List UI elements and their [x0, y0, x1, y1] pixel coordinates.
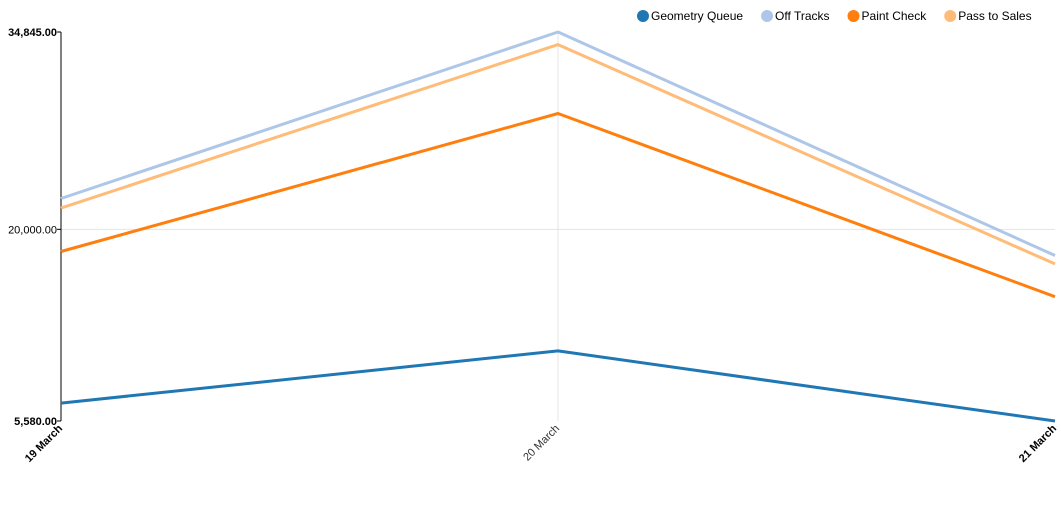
- series-layer: [60, 30, 1056, 423]
- legend-swatch-icon: [637, 10, 649, 22]
- legend-label: Pass to Sales: [958, 9, 1031, 23]
- legend-item-geometry-queue[interactable]: Geometry Queue: [637, 9, 743, 23]
- y-tick-label: 5,580.00: [14, 416, 57, 428]
- legend-swatch-icon: [944, 10, 957, 22]
- x-tick-label: 20 March: [521, 423, 562, 464]
- legend-label: Paint Check: [862, 9, 928, 23]
- grid-layer: [61, 32, 1055, 421]
- legend-item-paint-check[interactable]: Paint Check: [847, 9, 928, 23]
- series-line-paint-check[interactable]: [60, 112, 1056, 299]
- legend-swatch-icon: [847, 10, 860, 22]
- series-line-off-tracks[interactable]: [60, 30, 1056, 257]
- series-line-pass-to-sales[interactable]: [60, 43, 1056, 266]
- y-tick-label: 20,000.00: [8, 224, 57, 236]
- legend-label: Off Tracks: [775, 9, 829, 23]
- legend-item-pass-to-sales[interactable]: Pass to Sales: [944, 9, 1032, 23]
- series-line-geometry-queue[interactable]: [60, 349, 1056, 423]
- y-tick-label: 34,845.00: [8, 27, 57, 39]
- legend-swatch-icon: [761, 10, 774, 22]
- legend[interactable]: Geometry Queue Off Tracks Paint Check Pass …: [637, 9, 1032, 23]
- legend-label: Geometry Queue: [651, 9, 743, 23]
- x-tick-label: 19 March: [23, 422, 65, 464]
- x-tick-label: 21 March: [1017, 422, 1059, 464]
- legend-item-off-tracks[interactable]: Off Tracks: [761, 9, 830, 23]
